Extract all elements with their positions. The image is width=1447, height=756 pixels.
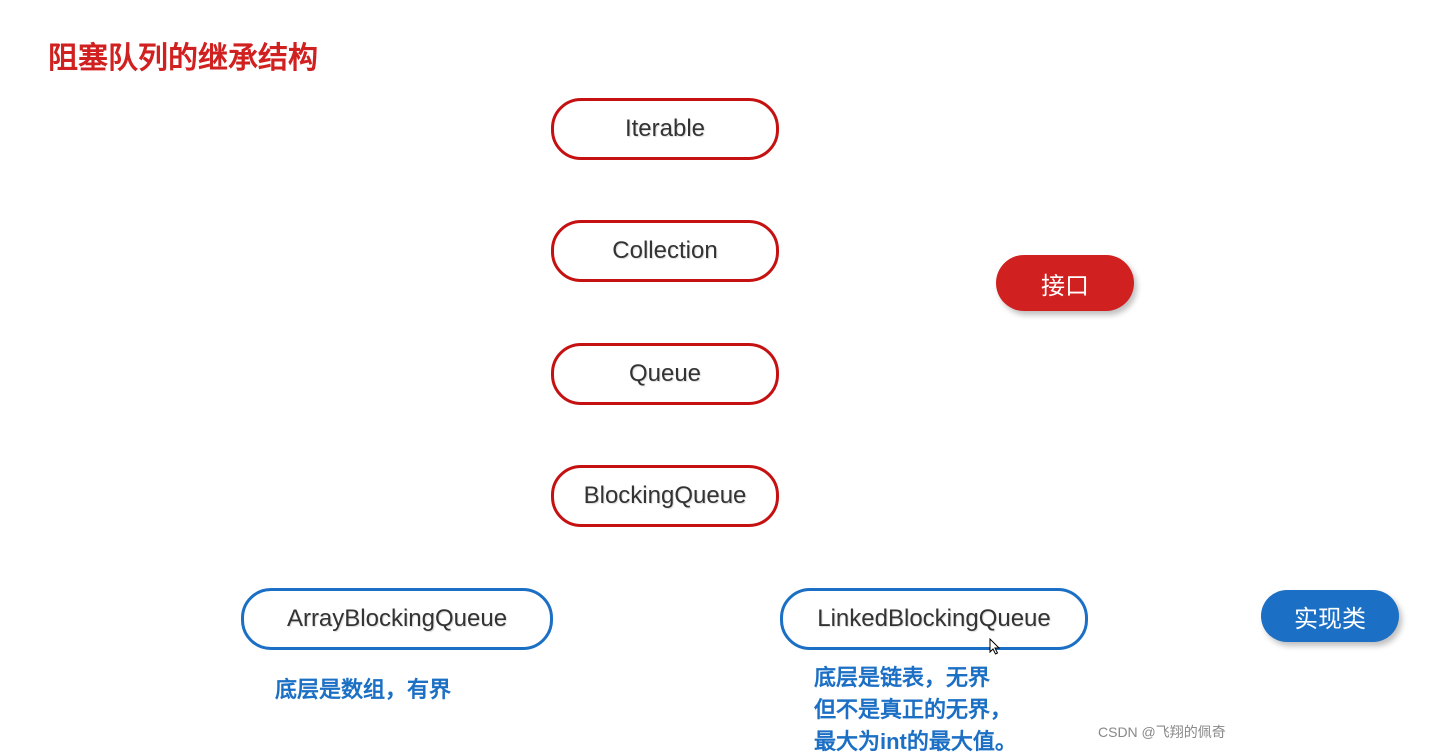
- node-label: Queue: [629, 360, 701, 388]
- legend-label: 实现类: [1294, 599, 1366, 634]
- caption-array: 底层是数组，有界: [275, 672, 451, 704]
- node-arrayblockingqueue: ArrayBlockingQueue: [241, 588, 553, 650]
- node-blockingqueue: BlockingQueue: [551, 465, 779, 527]
- node-label: Iterable: [625, 115, 705, 143]
- legend-implementation-badge: 实现类: [1261, 590, 1399, 642]
- node-label: LinkedBlockingQueue: [817, 605, 1051, 633]
- node-label: Collection: [612, 237, 717, 265]
- node-linkedblockingqueue: LinkedBlockingQueue: [780, 588, 1088, 650]
- caption-linked-3: 最大为int的最大值。: [814, 724, 1017, 756]
- caption-linked-2: 但不是真正的无界，: [814, 692, 1012, 724]
- caption-linked-1: 底层是链表，无界: [814, 660, 990, 692]
- node-label: BlockingQueue: [584, 482, 747, 510]
- legend-interface-badge: 接口: [996, 255, 1134, 311]
- cursor-icon: [988, 638, 1002, 656]
- legend-label: 接口: [1041, 266, 1089, 301]
- node-iterable: Iterable: [551, 98, 779, 160]
- watermark-text: CSDN @飞翔的佩奇: [1098, 722, 1226, 742]
- node-queue: Queue: [551, 343, 779, 405]
- node-collection: Collection: [551, 220, 779, 282]
- diagram-title: 阻塞队列的继承结构: [48, 33, 318, 77]
- node-label: ArrayBlockingQueue: [287, 605, 507, 633]
